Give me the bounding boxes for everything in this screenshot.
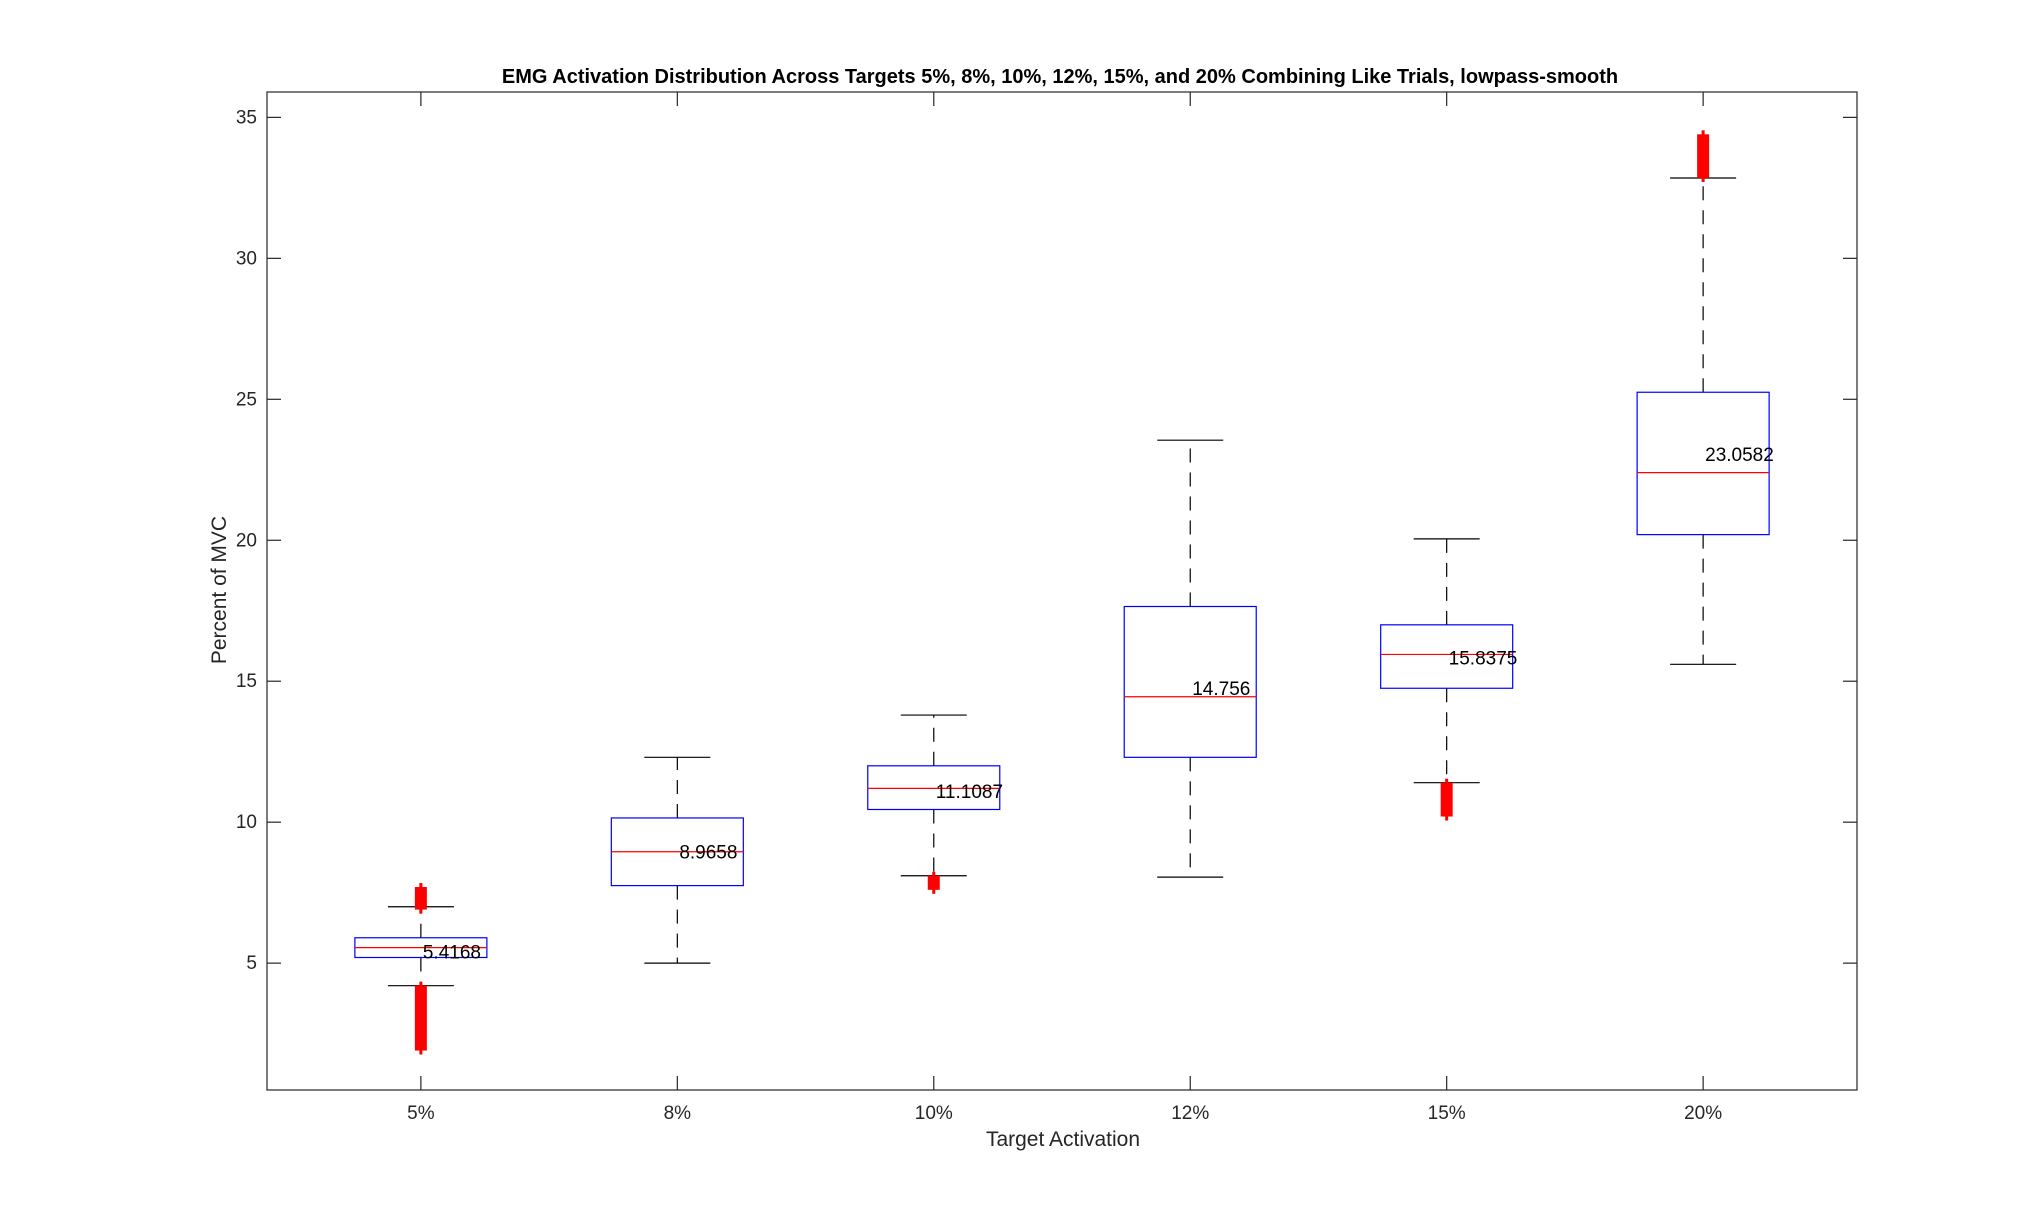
plot-frame bbox=[266, 91, 1858, 1091]
box-iqr bbox=[1123, 605, 1257, 758]
y-tick-label: 30 bbox=[236, 248, 257, 269]
mean-label: 8.9658 bbox=[679, 842, 737, 863]
y-tick-label: 35 bbox=[236, 107, 257, 128]
x-tick-label: 12% bbox=[1171, 1103, 1209, 1124]
plot-area: 5 10 15 20 25 30 35 5% 8% 10% 12% 15% 20% 5.4168 8.965… bbox=[236, 91, 1858, 1124]
box-iqr bbox=[1636, 391, 1770, 536]
mean-label: 11.1087 bbox=[936, 782, 1003, 803]
x-tick-label: 15% bbox=[1428, 1103, 1466, 1124]
y-tick-label: 10 bbox=[236, 812, 257, 833]
mean-label: 14.756 bbox=[1192, 679, 1250, 700]
box-iqr bbox=[1380, 624, 1514, 689]
mean-label: 23.0582 bbox=[1705, 445, 1774, 466]
x-tick-label: 5% bbox=[407, 1103, 435, 1124]
y-tick-label: 15 bbox=[236, 671, 257, 692]
chart-title: EMG Activation Distribution Across Targe… bbox=[502, 66, 1618, 88]
x-tick-label: 8% bbox=[664, 1103, 692, 1124]
x-tick-label: 10% bbox=[915, 1103, 953, 1124]
x-axis-label: Target Activation bbox=[986, 1128, 1140, 1151]
x-tick-label: 20% bbox=[1684, 1103, 1722, 1124]
mean-label: 15.8375 bbox=[1449, 649, 1518, 670]
y-tick-label: 20 bbox=[236, 530, 257, 551]
mean-label: 5.4168 bbox=[423, 942, 481, 963]
y-axis-label: Percent of MVC bbox=[208, 516, 231, 664]
y-tick-label: 5 bbox=[246, 953, 257, 974]
box-iqr bbox=[867, 765, 1001, 811]
y-tick-label: 25 bbox=[236, 389, 257, 410]
